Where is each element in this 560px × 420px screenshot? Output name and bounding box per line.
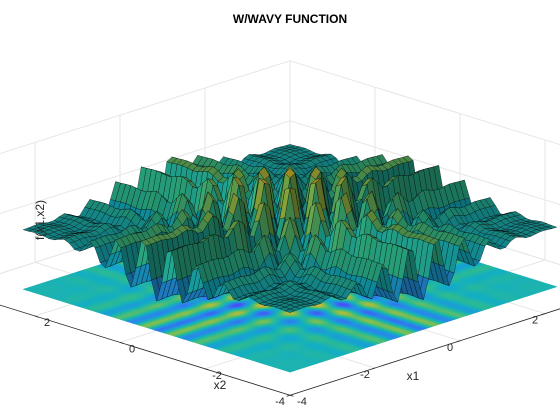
wall-grid-line xyxy=(0,120,291,215)
wall-grid-line xyxy=(289,120,560,206)
wall-grid-line xyxy=(0,60,291,155)
wall-grid-line xyxy=(289,60,560,146)
